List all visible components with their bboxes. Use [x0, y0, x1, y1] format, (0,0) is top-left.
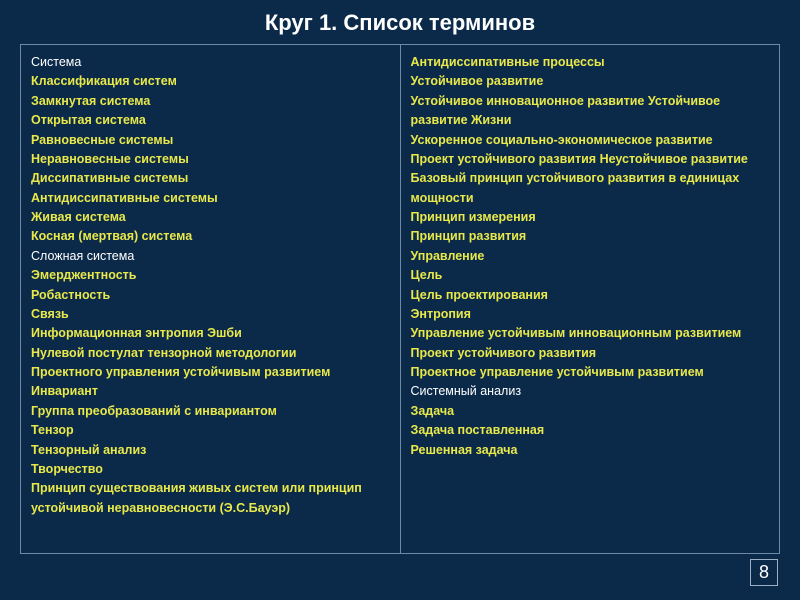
terms-column-right: Антидиссипативные процессыУстойчивое раз…	[401, 45, 780, 553]
term-item: Системный анализ	[411, 382, 770, 401]
term-item: Проектного управления устойчивым развити…	[31, 363, 390, 382]
term-item: Равновесные системы	[31, 131, 390, 150]
term-item: Устойчивое развитие	[411, 72, 770, 91]
term-item: Замкнутая система	[31, 92, 390, 111]
term-item: Управление	[411, 247, 770, 266]
term-item: Открытая система	[31, 111, 390, 130]
term-item: Устойчивое инновационное развитие Устойч…	[411, 92, 770, 131]
term-item: Проектное управление устойчивым развитие…	[411, 363, 770, 382]
page-title: Круг 1. Список терминов	[0, 0, 800, 44]
term-item: Группа преобразований с инвариантом	[31, 402, 390, 421]
term-item: Управление устойчивым инновационным разв…	[411, 324, 770, 343]
page-number: 8	[750, 559, 778, 586]
term-item: Система	[31, 53, 390, 72]
term-item: Принцип развития	[411, 227, 770, 246]
term-item: Антидиссипативные системы	[31, 189, 390, 208]
term-item: Проект устойчивого развития	[411, 344, 770, 363]
term-item: Тензорный анализ	[31, 441, 390, 460]
term-item: Эмерджентность	[31, 266, 390, 285]
term-item: Нулевой постулат тензорной методологии	[31, 344, 390, 363]
term-item: Информационная энтропия Эшби	[31, 324, 390, 343]
term-item: Принцип существования живых систем или п…	[31, 479, 390, 518]
term-item: Инвариант	[31, 382, 390, 401]
terms-column-left: СистемаКлассификация системЗамкнутая сис…	[21, 45, 401, 553]
term-item: Живая система	[31, 208, 390, 227]
term-item: Решенная задача	[411, 441, 770, 460]
term-item: Неравновесные системы	[31, 150, 390, 169]
term-item: Энтропия	[411, 305, 770, 324]
term-item: Цель проектирования	[411, 286, 770, 305]
term-item: Связь	[31, 305, 390, 324]
term-item: Диссипативные системы	[31, 169, 390, 188]
term-item: Косная (мертвая) система	[31, 227, 390, 246]
term-item: Классификация систем	[31, 72, 390, 91]
term-item: Проект устойчивого развития Неустойчивое…	[411, 150, 770, 169]
term-item: Принцип измерения	[411, 208, 770, 227]
term-item: Робастность	[31, 286, 390, 305]
term-item: Антидиссипативные процессы	[411, 53, 770, 72]
term-item: Творчество	[31, 460, 390, 479]
term-item: Цель	[411, 266, 770, 285]
term-item: Ускоренное социально-экономическое разви…	[411, 131, 770, 150]
term-item: Задача	[411, 402, 770, 421]
term-item: Тензор	[31, 421, 390, 440]
terms-table: СистемаКлассификация системЗамкнутая сис…	[20, 44, 780, 554]
term-item: Сложная система	[31, 247, 390, 266]
term-item: Базовый принцип устойчивого развития в е…	[411, 169, 770, 208]
term-item: Задача поставленная	[411, 421, 770, 440]
